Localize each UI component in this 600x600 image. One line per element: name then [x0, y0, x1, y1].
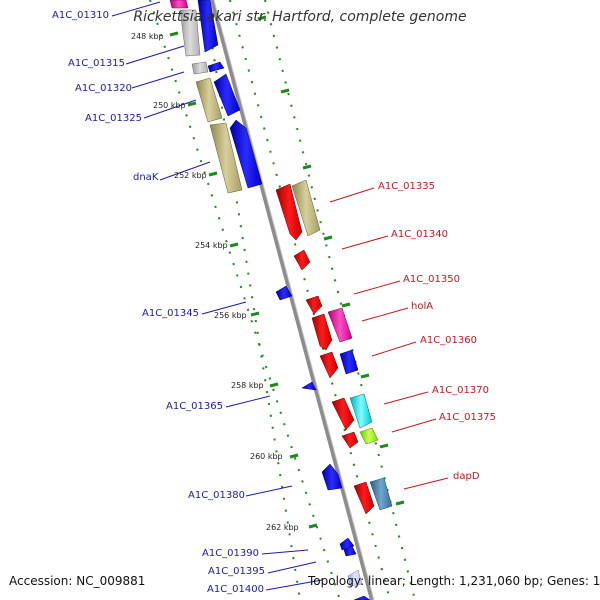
kbp-tick-label: 252 kbp	[174, 171, 207, 180]
kbp-tick-label: 258 kbp	[231, 381, 264, 390]
gene-label-right[interactable]: A1C_01335	[378, 181, 435, 192]
gene-label-left[interactable]: dnaK	[133, 172, 159, 183]
gene-label-right[interactable]: A1C_01370	[432, 385, 489, 396]
kbp-tick-label: 250 kbp	[153, 101, 186, 110]
gene-label-left[interactable]: A1C_01395	[208, 566, 265, 577]
gene-label-left[interactable]: A1C_01320	[75, 83, 132, 94]
gene-label-right[interactable]: A1C_01340	[391, 229, 448, 240]
gene-lavender-01400	[347, 569, 363, 587]
gene-blue-top	[197, 0, 219, 53]
gene-label-left[interactable]: A1C_01380	[188, 490, 245, 501]
gene-blue-01365	[301, 381, 317, 391]
gene-red-01360	[319, 351, 339, 379]
gene-red-holA	[311, 313, 333, 351]
gene-label-right[interactable]: A1C_01350	[403, 274, 460, 285]
gene-red-01370	[331, 397, 355, 431]
gene-lime-01375	[359, 427, 379, 445]
gene-blue-01390b	[343, 545, 357, 557]
gene-label-left[interactable]: A1C_01390	[202, 548, 259, 559]
gene-blue-250	[213, 73, 241, 117]
gene-label-left[interactable]: A1C_01345	[142, 308, 199, 319]
gene-pink-top	[169, 0, 189, 9]
gene-gray-top	[179, 9, 201, 57]
genome-title: Rickettsia akari str. Hartford, complete…	[133, 9, 467, 25]
gene-label-right[interactable]: holA	[411, 301, 434, 312]
gene-khaki-250	[195, 77, 223, 123]
gene-gray-small	[191, 61, 209, 75]
gene-steel-dapD	[369, 477, 393, 511]
kbp-tick-label: 260 kbp	[250, 452, 283, 461]
right-track-genes	[275, 179, 393, 515]
genome-summary-text: Topology: linear; Length: 1,231,060 bp; …	[308, 574, 600, 588]
genome-backbone	[210, 0, 374, 600]
gene-red-01375	[341, 431, 359, 449]
kbp-tick-marks	[169, 15, 405, 529]
kbp-tick-label: 262 kbp	[266, 523, 299, 532]
gene-pink-holA	[327, 307, 353, 343]
gene-label-right[interactable]: dapD	[453, 471, 480, 482]
gene-blue-01360	[339, 349, 359, 375]
gene-label-left[interactable]: A1C_01400	[207, 584, 264, 595]
gene-red-01340	[293, 249, 311, 271]
gene-blue-01345	[275, 285, 293, 301]
gene-red-01335	[275, 183, 303, 241]
left-track-genes	[169, 0, 371, 600]
gene-label-left[interactable]: A1C_01315	[68, 58, 125, 69]
gene-blue-01380	[321, 463, 343, 491]
genome-backbone-highlight	[213, 0, 375, 600]
gene-blue-small	[207, 61, 225, 73]
kbp-tick-label: 248 kbp	[131, 32, 164, 41]
gene-label-right[interactable]: A1C_01375	[439, 412, 496, 423]
gene-blue-dnaK	[229, 119, 263, 189]
kbp-tick-label: 256 kbp	[214, 311, 247, 320]
gene-cyan-01370	[349, 393, 373, 429]
gene-label-left[interactable]: A1C_01365	[166, 401, 223, 412]
gene-label-left[interactable]: A1C_01325	[85, 113, 142, 124]
gene-khaki-dnaK	[209, 122, 243, 194]
gene-blue-01400	[353, 595, 371, 600]
gene-khaki-01335	[291, 179, 321, 237]
right-label-leaders	[329, 187, 449, 490]
gene-label-right[interactable]: A1C_01360	[420, 335, 477, 346]
gene-red-01350	[305, 295, 323, 315]
left-label-leaders	[111, 1, 323, 591]
accession-text: Accession: NC_009881	[9, 574, 146, 588]
gene-red-dapD	[353, 481, 375, 515]
kbp-tick-label: 254 kbp	[195, 241, 228, 250]
gene-label-left[interactable]: A1C_01310	[52, 10, 109, 21]
